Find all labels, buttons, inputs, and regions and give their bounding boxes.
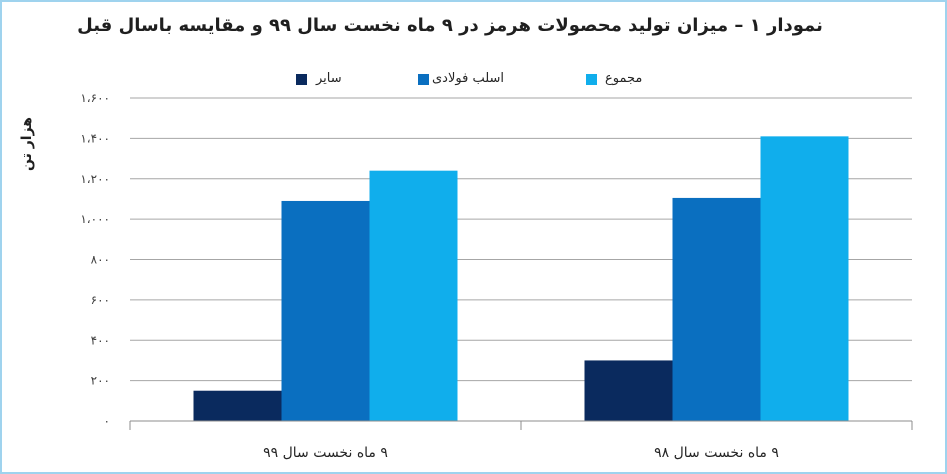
- y-tick-label: ۱،۶۰۰: [80, 91, 110, 105]
- legend-label-other: سایر: [316, 71, 342, 86]
- bar-series-1-category-1: [672, 197, 761, 421]
- legend-label-steel-slab: اسلب فولادی: [432, 71, 505, 86]
- bar-series-0-category-0: [193, 390, 282, 421]
- x-category-label: ۹ ماه نخست سال ۹۹: [263, 445, 388, 461]
- bar-series-0-category-1: [584, 360, 673, 421]
- legend-swatch-other: [296, 74, 307, 85]
- y-tick-label: ۴۰۰: [91, 333, 110, 347]
- y-tick-label: ۶۰۰: [91, 293, 110, 307]
- y-tick-label: ۱،۴۰۰: [80, 131, 110, 145]
- y-tick-label: ۱،۰۰۰: [80, 212, 110, 226]
- legend-swatch-steel-slab: [418, 74, 429, 85]
- y-tick-label: ۰: [104, 414, 110, 428]
- bar-series-2-category-1: [760, 136, 849, 421]
- x-category-label: ۹ ماه نخست سال ۹۸: [654, 445, 779, 461]
- y-tick-label: ۸۰۰: [91, 253, 110, 267]
- bar-series-2-category-0: [369, 170, 458, 421]
- legend-swatch-total: [586, 74, 597, 85]
- chart-title: نمودار ۱ – میزان تولید محصولات هرمز در ۹…: [77, 15, 823, 36]
- y-tick-label: ۲۰۰: [91, 374, 110, 388]
- legend-label-total: مجموع: [605, 71, 643, 86]
- y-tick-label: ۱،۲۰۰: [80, 172, 110, 186]
- bar-series-1-category-0: [281, 200, 370, 421]
